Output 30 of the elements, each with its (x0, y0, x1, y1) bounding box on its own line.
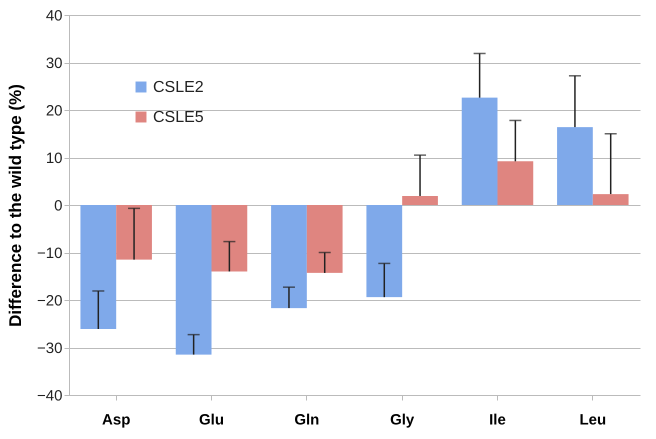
y-tick-label: 0 (54, 198, 62, 214)
x-tick-label: Glu (199, 412, 224, 428)
x-tick-label: Asp (102, 412, 130, 428)
y-tick-label: 40 (46, 8, 62, 24)
bar (176, 205, 212, 355)
x-tick-label: Gln (294, 412, 320, 428)
bar (271, 205, 307, 308)
bar (592, 194, 629, 205)
x-tick-label: Leu (579, 412, 606, 428)
y-axis-title: Difference to the wild type (%) (6, 84, 26, 327)
bar (402, 196, 438, 205)
y-tick-label: −20 (37, 292, 62, 310)
bar (212, 205, 248, 272)
bar (497, 161, 534, 205)
y-tick-label: 30 (46, 55, 62, 72)
legend-label: CSLE2 (153, 79, 204, 96)
y-tick-label: 20 (46, 102, 62, 120)
legend-label: CSLE5 (153, 109, 204, 126)
y-tick-label: −10 (37, 245, 62, 262)
y-tick-label: −30 (37, 340, 62, 357)
bar (116, 205, 152, 260)
y-tick-label: −40 (37, 388, 62, 404)
x-tick-label: Ile (489, 412, 506, 428)
x-tick-label: Gly (390, 412, 415, 428)
bar (80, 205, 116, 329)
bar (366, 205, 402, 298)
bar (306, 205, 343, 273)
bar (462, 98, 498, 205)
bar (557, 127, 593, 205)
y-tick-label: 10 (46, 150, 62, 167)
